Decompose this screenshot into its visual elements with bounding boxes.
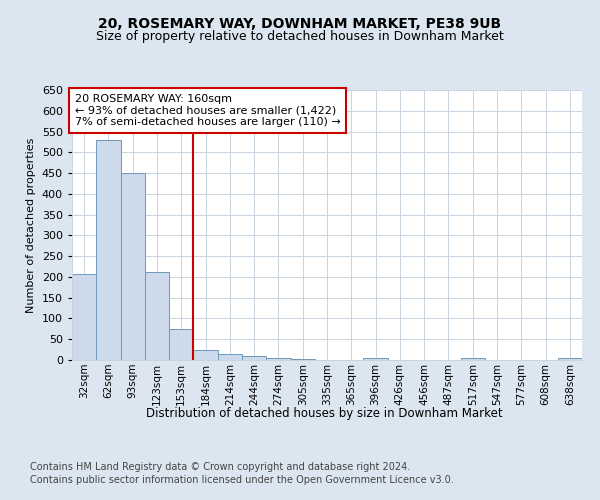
Text: Distribution of detached houses by size in Downham Market: Distribution of detached houses by size … <box>146 408 502 420</box>
Bar <box>266 358 290 360</box>
Text: Contains public sector information licensed under the Open Government Licence v3: Contains public sector information licen… <box>30 475 454 485</box>
Bar <box>169 329 193 360</box>
Bar <box>96 140 121 360</box>
Bar <box>145 272 169 360</box>
Text: Size of property relative to detached houses in Downham Market: Size of property relative to detached ho… <box>96 30 504 43</box>
Text: 20 ROSEMARY WAY: 160sqm
← 93% of detached houses are smaller (1,422)
7% of semi-: 20 ROSEMARY WAY: 160sqm ← 93% of detache… <box>74 94 340 127</box>
Y-axis label: Number of detached properties: Number of detached properties <box>26 138 36 312</box>
Bar <box>193 350 218 360</box>
Bar <box>290 359 315 360</box>
Bar <box>461 358 485 360</box>
Bar <box>242 356 266 360</box>
Text: 20, ROSEMARY WAY, DOWNHAM MARKET, PE38 9UB: 20, ROSEMARY WAY, DOWNHAM MARKET, PE38 9… <box>98 18 502 32</box>
Bar <box>121 173 145 360</box>
Bar <box>364 358 388 360</box>
Bar <box>558 358 582 360</box>
Bar <box>72 274 96 360</box>
Bar <box>218 354 242 360</box>
Text: Contains HM Land Registry data © Crown copyright and database right 2024.: Contains HM Land Registry data © Crown c… <box>30 462 410 472</box>
